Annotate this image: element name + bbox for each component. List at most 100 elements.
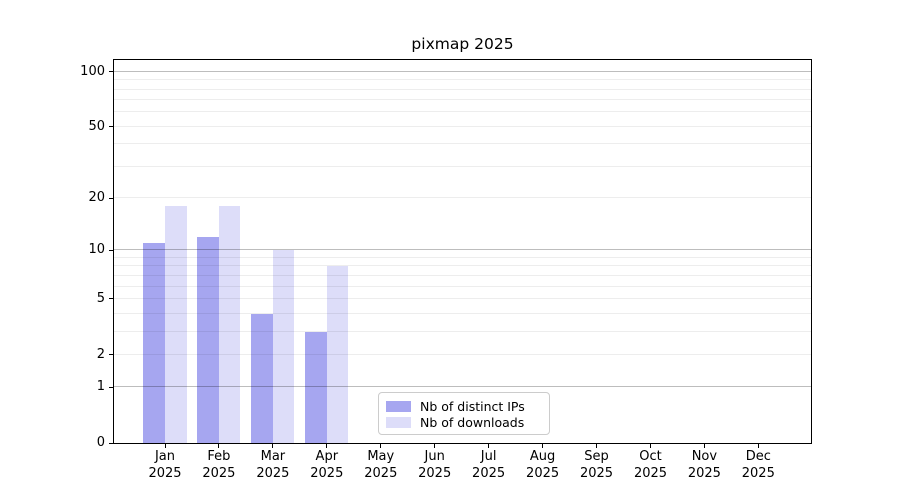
x-tick-month: Sep bbox=[584, 449, 609, 464]
bars-layer bbox=[114, 60, 811, 443]
gridline-minor bbox=[114, 143, 811, 145]
x-tick-year: 2025 bbox=[418, 465, 452, 481]
x-tick-year: 2025 bbox=[687, 465, 721, 481]
y-tick-mark bbox=[109, 298, 113, 300]
gridline-minor bbox=[114, 99, 811, 101]
x-tick-label-jun: Jun 2025 bbox=[407, 449, 463, 482]
plot-area bbox=[113, 59, 812, 444]
x-tick-label-apr: Apr 2025 bbox=[299, 449, 355, 482]
legend-label-distinct-ips: Nb of distinct IPs bbox=[420, 398, 525, 414]
x-tick-mark bbox=[326, 444, 328, 448]
gridline-minor bbox=[114, 353, 811, 355]
x-tick-month: Jun bbox=[424, 449, 445, 464]
x-tick-month: Dec bbox=[745, 449, 771, 464]
bar-downloads-feb bbox=[218, 206, 241, 443]
grid-layer bbox=[114, 60, 811, 443]
x-tick-label-sep: Sep 2025 bbox=[569, 449, 625, 482]
y-tick-label: 2 bbox=[96, 346, 105, 362]
x-tick-month: Nov bbox=[691, 449, 718, 464]
x-tick-label-jul: Jul 2025 bbox=[461, 449, 517, 482]
y-tick-mark bbox=[109, 71, 113, 73]
x-tick-label-aug: Aug 2025 bbox=[515, 449, 571, 482]
y-tick-mark bbox=[109, 354, 113, 356]
x-tick-label-feb: Feb 2025 bbox=[191, 449, 247, 482]
x-tick-label-jan: Jan 2025 bbox=[137, 449, 193, 482]
y-tick-label: 20 bbox=[88, 190, 105, 206]
x-tick-year: 2025 bbox=[741, 465, 775, 481]
x-tick-month: Aug bbox=[529, 449, 556, 464]
x-tick-mark bbox=[272, 444, 274, 448]
bar-downloads-jan bbox=[165, 206, 187, 443]
x-tick-month: Apr bbox=[315, 449, 339, 464]
legend-entry-distinct-ips: Nb of distinct IPs bbox=[386, 398, 543, 414]
gridline-minor bbox=[114, 165, 811, 167]
bar-distinct-ips-feb bbox=[197, 236, 219, 443]
gridline-minor bbox=[114, 330, 811, 332]
legend-label-downloads: Nb of downloads bbox=[420, 414, 525, 430]
x-tick-year: 2025 bbox=[472, 465, 506, 481]
bar-downloads-apr bbox=[326, 266, 349, 443]
bar-distinct-ips-mar bbox=[251, 313, 273, 443]
legend-swatch-downloads-icon bbox=[386, 416, 411, 428]
y-tick-label: 0 bbox=[96, 435, 105, 450]
x-tick-month: Jul bbox=[480, 449, 497, 464]
y-tick-mark bbox=[109, 126, 113, 128]
x-tick-year: 2025 bbox=[633, 465, 668, 481]
legend: Nb of distinct IPs Nb of downloads bbox=[378, 392, 550, 435]
y-tick-mark bbox=[109, 386, 113, 388]
x-tick-mark bbox=[596, 444, 597, 448]
bar-distinct-ips-jan bbox=[143, 243, 165, 443]
x-tick-year: 2025 bbox=[579, 465, 614, 481]
x-tick-month: Feb bbox=[207, 449, 231, 464]
gridline-minor bbox=[114, 88, 811, 90]
gridline-minor bbox=[114, 312, 811, 314]
gridline-minor bbox=[114, 297, 811, 299]
y-tick-mark bbox=[109, 249, 113, 251]
x-tick-mark bbox=[488, 444, 490, 448]
x-tick-month: Oct bbox=[639, 449, 662, 464]
y-tick-mark bbox=[109, 442, 113, 444]
x-tick-mark bbox=[164, 444, 166, 448]
x-tick-label-oct: Oct 2025 bbox=[623, 449, 679, 482]
x-tick-mark bbox=[218, 444, 220, 448]
x-tick-mark bbox=[380, 444, 382, 448]
x-tick-year: 2025 bbox=[148, 465, 182, 481]
gridline-minor bbox=[114, 285, 811, 287]
legend-swatch-distinct-ips-icon bbox=[386, 400, 411, 412]
y-tick-label: 50 bbox=[88, 118, 105, 134]
x-tick-mark bbox=[757, 444, 759, 448]
x-tick-mark bbox=[434, 444, 436, 448]
y-tick-label: 100 bbox=[80, 63, 105, 79]
x-tick-mark bbox=[650, 444, 651, 448]
x-tick-label-dec: Dec 2025 bbox=[730, 449, 786, 482]
gridline-minor bbox=[114, 125, 811, 127]
bar-distinct-ips-apr bbox=[305, 331, 327, 443]
gridline-minor bbox=[114, 79, 811, 81]
x-tick-year: 2025 bbox=[310, 465, 344, 481]
gridline-major bbox=[114, 249, 811, 251]
gridline-minor bbox=[114, 197, 811, 199]
x-tick-year: 2025 bbox=[202, 465, 236, 481]
x-tick-year: 2025 bbox=[364, 465, 398, 481]
x-tick-year: 2025 bbox=[256, 465, 290, 481]
x-tick-label-nov: Nov 2025 bbox=[676, 449, 732, 482]
y-tick-mark bbox=[109, 197, 113, 199]
y-tick-label: 5 bbox=[96, 290, 105, 306]
legend-entry-downloads: Nb of downloads bbox=[386, 414, 543, 430]
chart-title: pixmap 2025 bbox=[411, 35, 514, 53]
gridline-major bbox=[114, 70, 811, 72]
x-tick-month: May bbox=[367, 449, 395, 464]
gridline-major bbox=[114, 386, 811, 388]
gridline-minor bbox=[114, 111, 811, 113]
x-tick-month: Jan bbox=[154, 449, 176, 464]
gridline-minor bbox=[114, 256, 811, 258]
bar-downloads-mar bbox=[272, 250, 295, 443]
y-tick-label: 10 bbox=[88, 242, 105, 258]
x-tick-label-may: May 2025 bbox=[353, 449, 409, 482]
x-tick-year: 2025 bbox=[526, 465, 560, 481]
gridline-minor bbox=[114, 265, 811, 267]
gridline-minor bbox=[114, 274, 811, 276]
x-tick-label-mar: Mar 2025 bbox=[245, 449, 301, 482]
x-tick-mark bbox=[703, 444, 705, 448]
